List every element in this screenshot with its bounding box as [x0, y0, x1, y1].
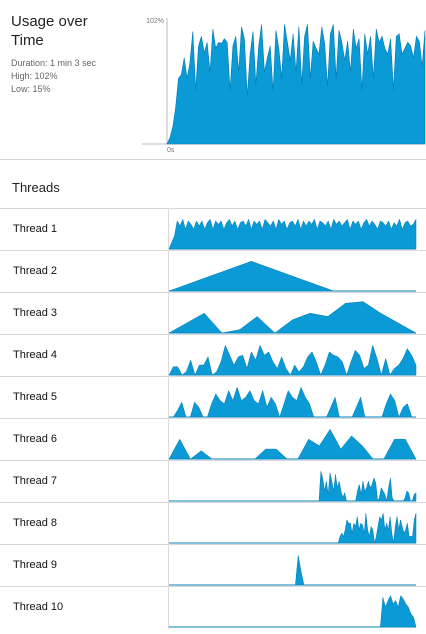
thread-row[interactable]: Thread 5: [0, 376, 426, 419]
thread-activity-area: [169, 513, 417, 544]
thread-label: Thread 4: [13, 349, 58, 361]
usage-chart: 102% 0s: [142, 18, 426, 154]
thread-row[interactable]: Thread 7: [0, 460, 426, 503]
row-divider: [168, 587, 169, 629]
thread-activity-area: [169, 386, 416, 418]
thread-activity-area: [169, 344, 417, 376]
row-divider: [168, 419, 169, 461]
thread-label: Thread 9: [13, 559, 58, 571]
row-divider: [168, 335, 169, 377]
thread-label: Thread 7: [13, 475, 58, 487]
row-divider: [168, 545, 169, 587]
high-text: High: 102%: [11, 71, 58, 81]
thread-activity-area: [169, 471, 417, 502]
thread-label: Thread 2: [13, 265, 58, 277]
threads-title: Threads: [12, 180, 60, 195]
thread-label: Thread 6: [13, 433, 58, 445]
thread-activity-chart: [169, 261, 416, 292]
thread-activity-area: [169, 428, 417, 460]
thread-row[interactable]: Thread 6: [0, 418, 426, 461]
thread-row[interactable]: Thread 3: [0, 292, 426, 335]
usage-title: Usage over Time: [11, 13, 88, 49]
thread-row[interactable]: Thread 2: [0, 250, 426, 293]
thread-activity-chart: [169, 218, 417, 250]
thread-activity-area: [169, 555, 416, 586]
thread-activity-chart: [169, 594, 417, 628]
row-divider: [168, 377, 169, 419]
duration-text: Duration: 1 min 3 sec: [11, 58, 97, 68]
row-divider: [168, 251, 169, 293]
thread-label: Thread 8: [13, 517, 58, 529]
thread-activity-chart: [169, 301, 417, 334]
row-divider: [168, 209, 169, 251]
y-tick-label: 102%: [146, 18, 164, 25]
usage-area: [166, 24, 426, 145]
thread-label: Thread 5: [13, 391, 58, 403]
thread-label: Thread 3: [13, 307, 58, 319]
thread-row[interactable]: Thread 9: [0, 544, 426, 587]
thread-activity-chart: [169, 386, 416, 418]
thread-activity-area: [169, 218, 417, 250]
row-divider: [168, 503, 169, 545]
usage-stats: Duration: 1 min 3 sec High: 102% Low: 15…: [11, 57, 96, 96]
thread-label: Thread 1: [13, 223, 58, 235]
thread-row[interactable]: Thread 8: [0, 502, 426, 545]
usage-section: Usage over Time Duration: 1 min 3 sec Hi…: [0, 0, 426, 160]
thread-label: Thread 10: [13, 601, 64, 613]
thread-row[interactable]: Thread 10: [0, 586, 426, 629]
thread-activity-area: [169, 301, 417, 334]
section-divider: [0, 159, 426, 160]
row-divider: [168, 461, 169, 503]
thread-activity-chart: [169, 344, 417, 376]
thread-activity-chart: [169, 513, 417, 544]
row-divider: [168, 293, 169, 335]
thread-row[interactable]: Thread 4: [0, 334, 426, 377]
thread-activity-area: [169, 594, 417, 628]
x-tick-label: 0s: [167, 147, 175, 154]
thread-activity-chart: [169, 471, 417, 502]
low-text: Low: 15%: [11, 84, 51, 94]
thread-row[interactable]: Thread 1: [0, 208, 426, 251]
thread-activity-chart: [169, 555, 416, 586]
thread-activity-area: [169, 261, 416, 292]
thread-activity-chart: [169, 428, 417, 460]
